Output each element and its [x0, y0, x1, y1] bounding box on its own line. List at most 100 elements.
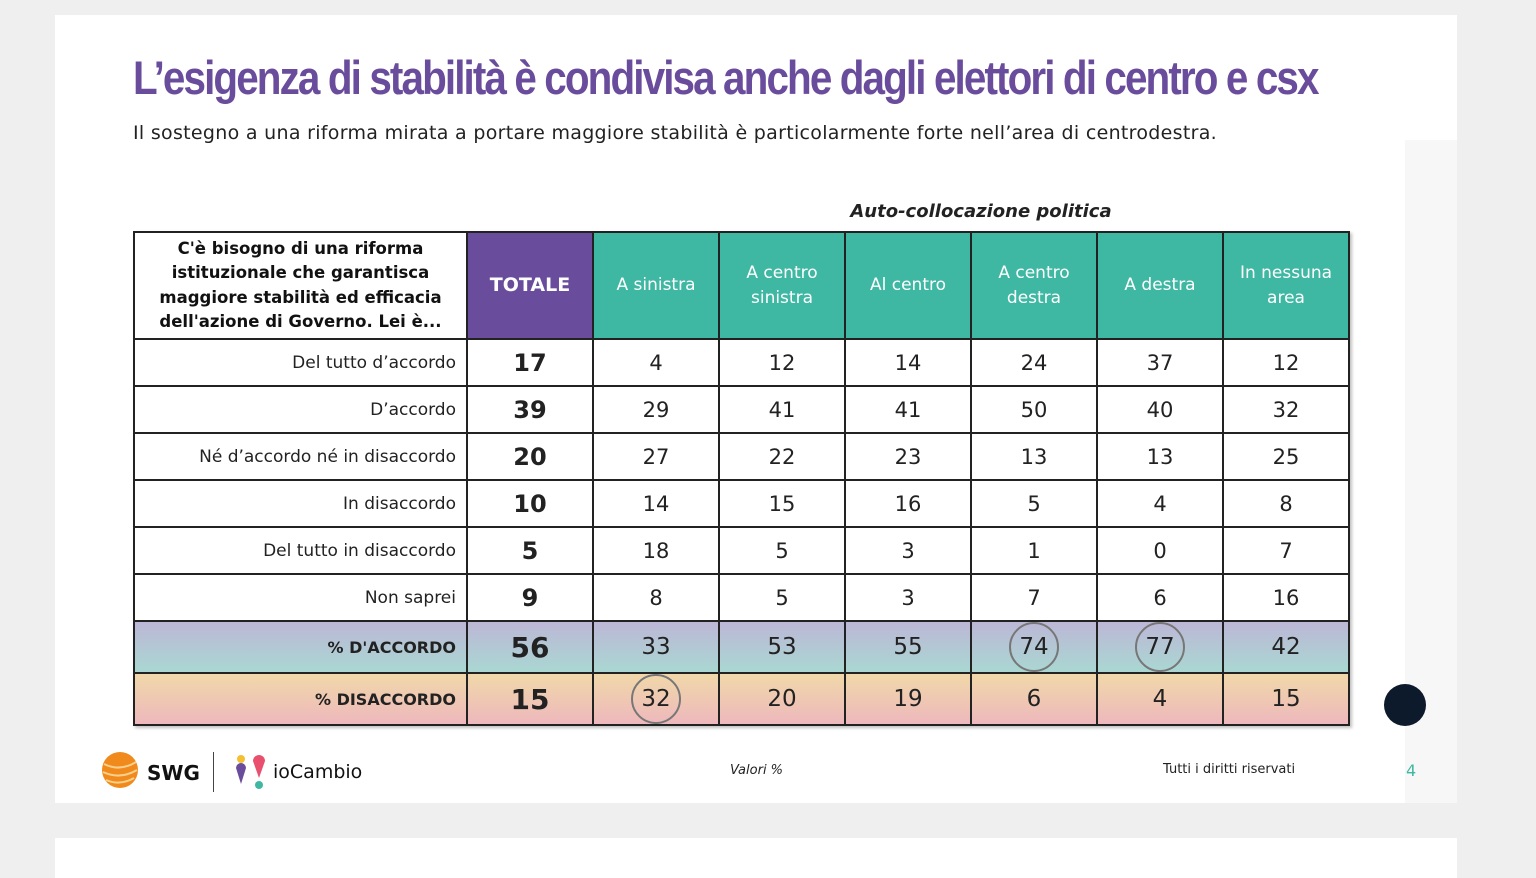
cell-value: 40 — [1146, 397, 1174, 422]
cell-value: 6 — [1153, 585, 1167, 610]
cell-value: 56 — [510, 630, 550, 664]
table-cell: 5 — [970, 479, 1098, 528]
cell-value: 50 — [1020, 397, 1048, 422]
table-cell: 6 — [1096, 573, 1224, 622]
table-cell: 7 — [970, 573, 1098, 622]
table-cell: 1 — [970, 526, 1098, 575]
cell-value: 32 — [1272, 397, 1300, 422]
column-header: A centro destra — [970, 231, 1098, 340]
cell-value: 15 — [768, 491, 796, 516]
cell-value: 25 — [1272, 444, 1300, 469]
rights-text: Tutti i diritti riservati — [1163, 762, 1296, 777]
table-cell: 20 — [466, 432, 594, 481]
table-cell: 14 — [844, 338, 972, 387]
table-cell: 42 — [1222, 620, 1350, 674]
cell-value: 9 — [521, 583, 539, 612]
cell-value: 3 — [901, 585, 915, 610]
cell-value: 14 — [642, 491, 670, 516]
cell-value: 1 — [1027, 538, 1041, 563]
cell-value: 5 — [775, 538, 789, 563]
cell-value: 22 — [768, 444, 796, 469]
cell-value: 39 — [513, 395, 547, 424]
table-cell: 29 — [592, 385, 720, 434]
table-cell: 10 — [466, 479, 594, 528]
circled-value: 32 — [631, 674, 681, 724]
cell-value: 4 — [649, 350, 663, 375]
column-header: A centro sinistra — [718, 231, 846, 340]
table-cell: 25 — [1222, 432, 1350, 481]
column-header: In nessuna area — [1222, 231, 1350, 340]
table-cell: 74 — [970, 620, 1098, 674]
page-number: 4 — [1406, 761, 1417, 780]
table-cell: 4 — [1096, 672, 1224, 726]
table-cell: 53 — [718, 620, 846, 674]
table-cell: 33 — [592, 620, 720, 674]
table-row: Del tutto d’accordo 17 4 12 14 24 37 12 — [133, 338, 1350, 387]
table-cell: 5 — [466, 526, 594, 575]
floating-dot[interactable] — [1384, 684, 1426, 726]
cell-value: 42 — [1271, 634, 1301, 660]
iocambio-logo-icon — [236, 755, 265, 789]
cell-value: 14 — [894, 350, 922, 375]
table-cell: 5 — [718, 573, 846, 622]
cell-value: 27 — [642, 444, 670, 469]
cell-value: 8 — [649, 585, 663, 610]
cell-value: 10 — [513, 489, 547, 518]
row-label: Del tutto in disaccordo — [133, 526, 468, 575]
table-cell: 56 — [466, 620, 594, 674]
column-header: TOTALE — [466, 231, 594, 340]
table-cell: 12 — [718, 338, 846, 387]
table-cell: 9 — [466, 573, 594, 622]
table-cell: 5 — [718, 526, 846, 575]
cell-value: 5 — [775, 585, 789, 610]
cell-value: 13 — [1146, 444, 1174, 469]
cell-value: 7 — [1279, 538, 1293, 563]
column-header: A destra — [1096, 231, 1224, 340]
row-label: D’accordo — [133, 385, 468, 434]
cell-value: 53 — [767, 634, 797, 660]
table-cell: 4 — [1096, 479, 1224, 528]
cell-value: 4 — [1153, 491, 1167, 516]
table-row: Né d’accordo né in disaccordo 20 27 22 23 13 1… — [133, 432, 1350, 481]
cell-value: 8 — [1279, 491, 1293, 516]
cell-value: 16 — [894, 491, 922, 516]
table-row: Non saprei 9 8 5 3 7 6 16 — [133, 573, 1350, 622]
table-cell: 14 — [592, 479, 720, 528]
cell-value: 29 — [642, 397, 670, 422]
table-cell: 15 — [718, 479, 846, 528]
table-cell: 4 — [592, 338, 720, 387]
column-header: A sinistra — [592, 231, 720, 340]
table-cell: 15 — [1222, 672, 1350, 726]
cell-value: 41 — [894, 397, 922, 422]
table-cell: 8 — [1222, 479, 1350, 528]
row-label: Non saprei — [133, 573, 468, 622]
table-row: % DISACCORDO 15 32 20 19 6 4 15 — [133, 672, 1350, 726]
table-cell: 18 — [592, 526, 720, 575]
cell-value: 20 — [767, 686, 797, 712]
table-row: D’accordo 39 29 41 41 50 40 32 — [133, 385, 1350, 434]
table-cell: 32 — [592, 672, 720, 726]
cell-value: 37 — [1146, 350, 1174, 375]
table-row: In disaccordo 10 14 15 16 5 4 8 — [133, 479, 1350, 528]
table-cell: 17 — [466, 338, 594, 387]
table-cell: 24 — [970, 338, 1098, 387]
circled-value: 77 — [1135, 622, 1185, 672]
swg-wordmark: SWG — [147, 761, 200, 785]
cell-value: 23 — [894, 444, 922, 469]
table-cell: 6 — [970, 672, 1098, 726]
footer-divider — [213, 752, 214, 792]
cell-value: 7 — [1027, 585, 1041, 610]
table-cell: 50 — [970, 385, 1098, 434]
cell-value: 16 — [1272, 585, 1300, 610]
table-cell: 41 — [844, 385, 972, 434]
table-cell: 12 — [1222, 338, 1350, 387]
row-label: Del tutto d’accordo — [133, 338, 468, 387]
table-cell: 22 — [718, 432, 846, 481]
table-cell: 15 — [466, 672, 594, 726]
table-cell: 7 — [1222, 526, 1350, 575]
cell-value: 19 — [893, 686, 923, 712]
cell-value: 4 — [1152, 686, 1168, 712]
table-row: % D'ACCORDO 56 33 53 55 74 77 42 — [133, 620, 1350, 674]
row-label: % DISACCORDO — [133, 672, 468, 726]
column-header: Al centro — [844, 231, 972, 340]
